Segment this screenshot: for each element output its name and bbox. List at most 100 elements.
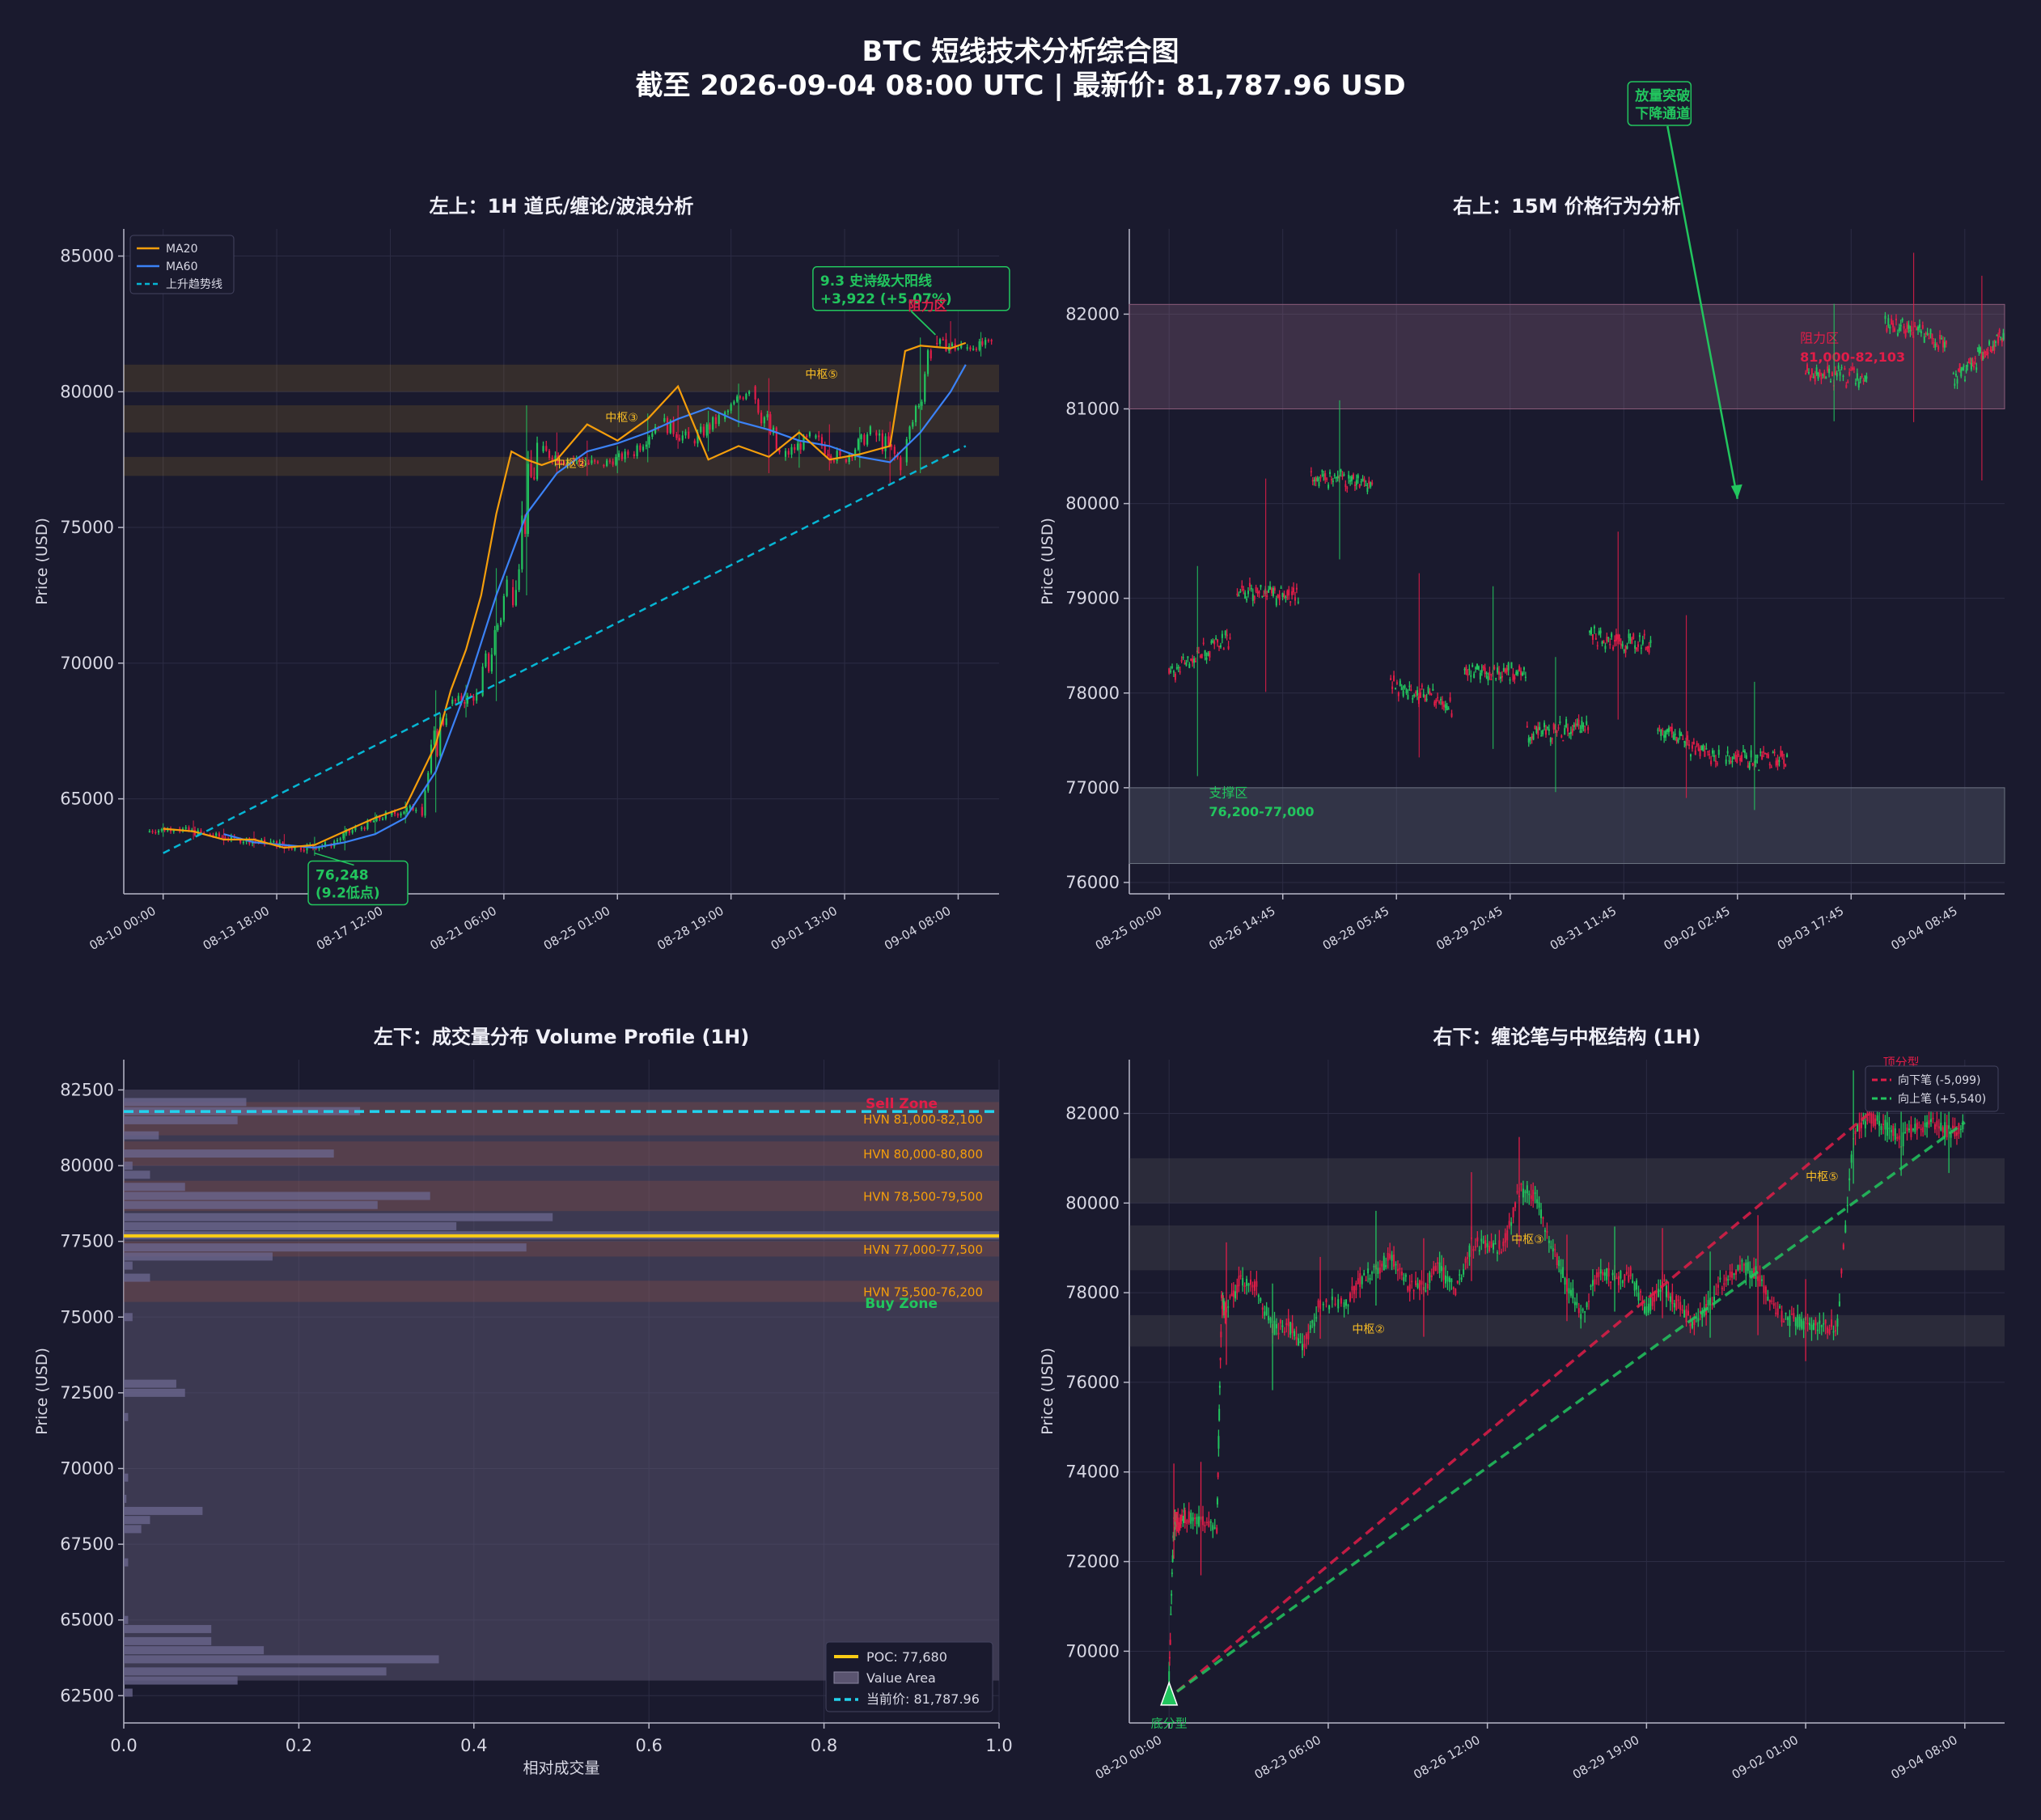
candle-body <box>951 343 954 347</box>
candle-body <box>1549 738 1552 743</box>
candle-body <box>1860 1122 1862 1128</box>
candle-body <box>1293 587 1295 593</box>
candle-body <box>1223 1305 1226 1307</box>
candle-body <box>1505 667 1508 672</box>
candle-body <box>363 827 366 829</box>
candle-body <box>481 667 484 696</box>
candle-body <box>1446 705 1448 711</box>
candle-body <box>1598 631 1600 635</box>
legend-label: MA20 <box>166 243 197 256</box>
candle-body <box>1677 1299 1679 1302</box>
candle-body <box>1200 654 1203 658</box>
candle-body <box>1464 1258 1467 1263</box>
candle-body <box>1643 633 1645 636</box>
candle-body <box>1936 1120 1938 1127</box>
candle-body <box>548 451 551 458</box>
y-tick-label: 78000 <box>1065 684 1120 703</box>
candle-body <box>1749 1270 1751 1278</box>
candle-body <box>1562 739 1565 742</box>
candle-body <box>1495 678 1497 679</box>
candle-body <box>702 426 705 436</box>
y-axis-label: Price (USD) <box>1039 518 1056 605</box>
candle-body <box>1991 349 1993 353</box>
candle-body <box>1580 1314 1582 1319</box>
candle-body <box>1459 1274 1461 1276</box>
zhongshu-label: 中枢③ <box>1511 1234 1544 1246</box>
candle-body <box>409 806 411 808</box>
candle-body <box>1839 371 1841 376</box>
y-tick-label: 65000 <box>60 789 114 809</box>
candle-body <box>1488 1246 1491 1251</box>
candle-body <box>1852 367 1854 370</box>
candle-body <box>866 434 869 445</box>
candle-body <box>1332 480 1334 482</box>
x-tick-label: 08-21 06:00 <box>428 904 499 953</box>
y-tick-label: 76000 <box>1065 1373 1120 1392</box>
candle-body <box>1607 637 1610 639</box>
volume-bar <box>124 1646 265 1655</box>
plot-area <box>1129 1060 2005 1723</box>
candle-body <box>726 410 730 413</box>
zhongshu-zone <box>124 456 999 476</box>
candle-body <box>1275 1324 1277 1329</box>
candle-body <box>1484 1240 1487 1249</box>
candle-body <box>1438 701 1441 703</box>
candle-body <box>1770 766 1772 768</box>
candle-body <box>1190 1513 1192 1524</box>
candle-body <box>366 820 369 829</box>
candle-body <box>1556 1254 1558 1266</box>
candle-body <box>1550 1246 1552 1248</box>
candle-body <box>1662 730 1664 731</box>
candle-body <box>1327 485 1330 489</box>
candle-body <box>506 579 508 596</box>
candle-body <box>1681 1309 1683 1311</box>
candle-body <box>1906 1127 1908 1132</box>
candle-body <box>1480 670 1483 673</box>
candle-body <box>1665 730 1667 738</box>
candle-body <box>1719 1277 1721 1280</box>
candle-body <box>1499 676 1501 679</box>
candle-body <box>1446 1276 1449 1282</box>
candle-body <box>1755 760 1757 764</box>
candle-body <box>1381 1263 1383 1267</box>
candle-body <box>854 449 857 458</box>
candle-body <box>620 453 623 459</box>
zhongshu-label: 中枢⑤ <box>805 369 838 382</box>
candle-body <box>1979 347 1981 353</box>
candle-body <box>1741 1260 1743 1262</box>
legend-label: Value Area <box>866 1670 936 1686</box>
candle-body <box>1710 760 1713 764</box>
candle-body <box>1574 723 1577 726</box>
candle-body <box>1735 1270 1738 1275</box>
x-tick-label: 09-02 02:45 <box>1661 904 1732 953</box>
candle-body <box>627 451 629 455</box>
low-point-label: 76,248 <box>315 868 369 884</box>
candle-body <box>1529 737 1531 741</box>
candle-body <box>1504 1233 1506 1243</box>
candle-body <box>1490 679 1493 680</box>
candle-body <box>1370 482 1372 488</box>
candle-body <box>400 813 402 816</box>
candle-body <box>960 345 963 349</box>
x-tick-label: 08-26 12:00 <box>1411 1733 1482 1782</box>
legend-label: 上升趋势线 <box>166 278 222 291</box>
candle-body <box>1878 1120 1881 1126</box>
candle-body <box>1594 1279 1596 1285</box>
candle-body <box>1595 1272 1598 1278</box>
candle-body <box>757 399 760 413</box>
candle-body <box>1747 765 1749 768</box>
candle-body <box>1474 1246 1476 1248</box>
candle-body <box>542 446 544 452</box>
candle-body <box>1419 692 1421 698</box>
candle-body <box>1452 1287 1455 1289</box>
candle-body <box>151 831 154 833</box>
x-tick-label: 09-01 13:00 <box>769 904 840 953</box>
candle-body <box>1391 1255 1393 1261</box>
trendline <box>163 445 967 854</box>
candle-body <box>1876 1115 1878 1121</box>
candle-body <box>1286 590 1289 596</box>
x-tick-label: 08-20 00:00 <box>1093 1733 1164 1782</box>
candle-body <box>405 807 409 812</box>
candle-body <box>1621 644 1624 647</box>
candle-body <box>1229 1296 1231 1298</box>
